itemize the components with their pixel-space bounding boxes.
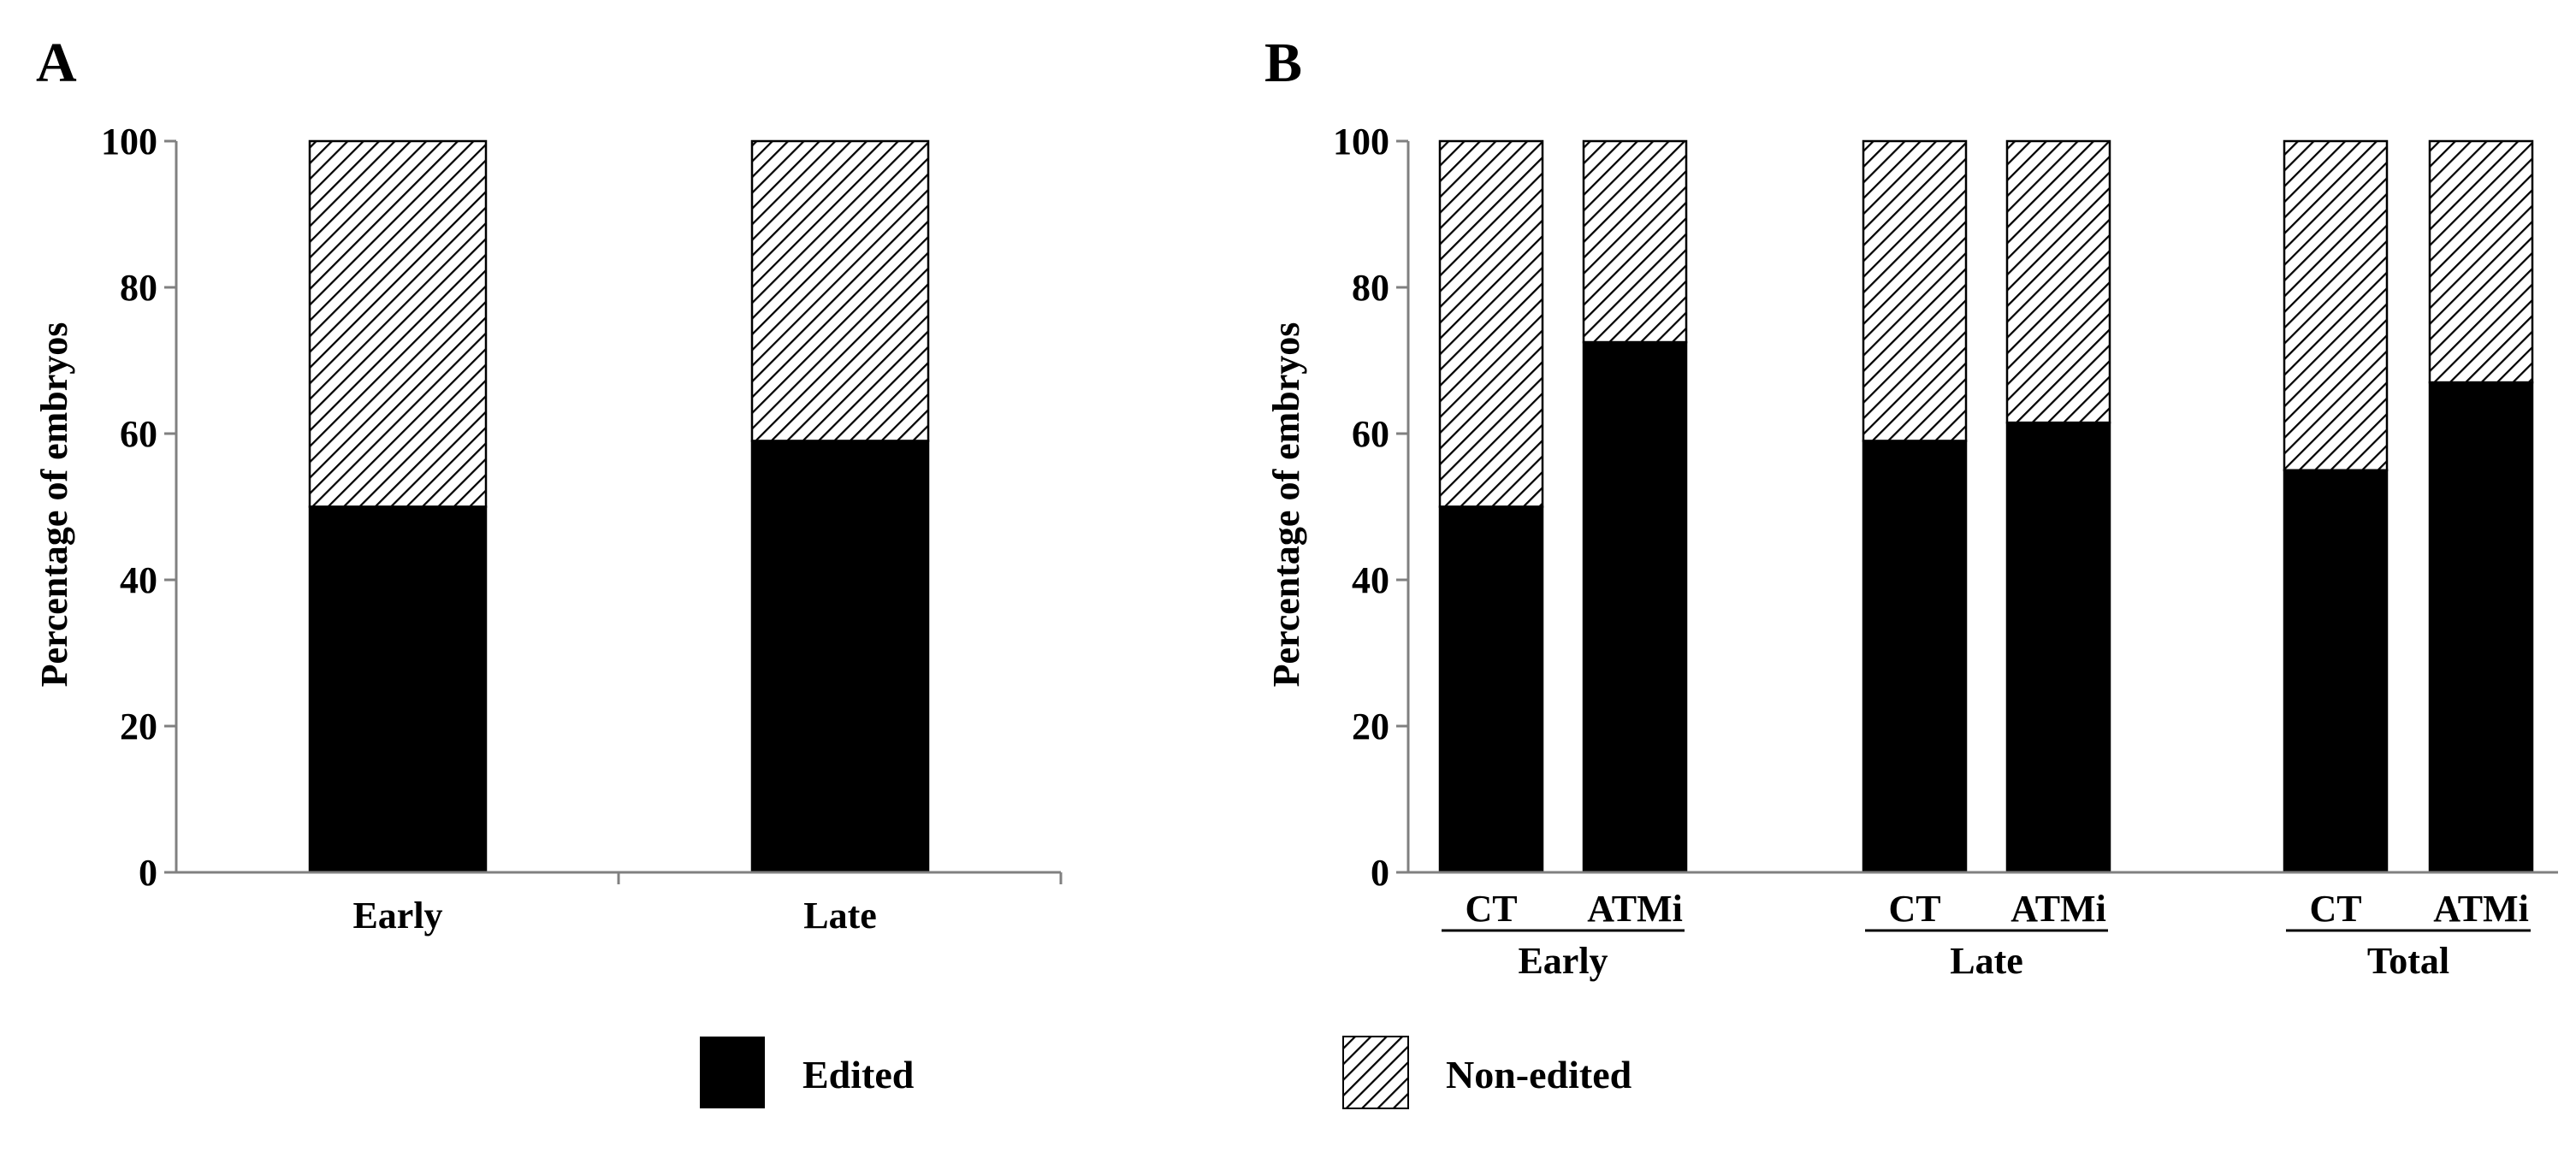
bar-segment-non-edited [2005,139,2111,424]
y-tick-label: 60 [120,413,157,455]
bar-late [750,139,930,874]
x-group-label: Late [1950,940,2023,982]
y-tick-label: 100 [101,121,157,162]
bar-late-atmi [2005,139,2111,874]
x-group-label: Total [2367,940,2449,982]
bar-total-ct [2283,139,2389,874]
bar-segment-edited [2005,421,2111,874]
bar-late-ct [1862,139,1968,874]
y-tick-label: 80 [1352,267,1389,309]
bar-early-atmi [1582,139,1688,874]
legend-swatch-edited [700,1037,765,1108]
bar-segment-edited [1438,505,1544,874]
bar-segment-edited [750,440,930,874]
legend-label-non-edited: Non-edited [1446,1053,1632,1096]
bar-segment-edited [2428,381,2534,874]
panel-a-category-labels: Early Late [352,895,876,936]
x-category-label: CT [2309,888,2361,930]
legend-swatch-non-edited [1342,1036,1409,1109]
bar-early [308,139,488,874]
y-tick-label: 80 [120,267,157,309]
panel-b-label: B [1264,32,1302,94]
panel-b-axes [1406,141,2558,874]
bar-segment-non-edited [1582,139,1688,344]
x-category-label: ATMi [1587,888,1683,930]
bar-segment-non-edited [308,139,488,508]
panel-a-y-ticks: 0 20 40 60 80 100 [101,121,176,894]
bar-segment-non-edited [750,139,930,442]
bar-segment-edited [308,505,488,874]
panel-a-bars [308,139,930,874]
bar-group-early [1438,139,1688,874]
x-category-label: Early [352,895,442,936]
bar-segment-non-edited [1862,139,1968,442]
bar-group-late [1862,139,2111,874]
bar-segment-edited [2283,469,2389,874]
bar-early-ct [1438,139,1544,874]
x-category-label: CT [1888,888,1940,930]
legend: Edited Non-edited [700,1036,1632,1109]
panel-b: B Percentage of embryos 0 20 40 60 80 100 CT A… [1264,32,2558,982]
legend-label-edited: Edited [802,1053,915,1096]
panel-b-y-axis-title: Percentage of embryos [1265,322,1307,688]
y-tick-label: 60 [1352,413,1389,455]
panel-a: A Percentage of embryos 0 20 40 60 80 100 Ear… [33,32,1063,936]
panel-b-y-ticks: 0 20 40 60 80 100 [1333,121,1408,894]
x-group-label: Early [1518,940,1608,982]
y-tick-label: 40 [120,559,157,601]
panel-a-label: A [36,32,77,94]
bar-segment-non-edited [2428,139,2534,384]
panel-a-y-axis-title: Percentage of embryos [33,322,75,688]
panel-a-axes [175,141,1063,884]
y-tick-label: 0 [1371,852,1389,894]
y-tick-label: 40 [1352,559,1389,601]
bar-total-atmi [2428,139,2534,874]
y-tick-label: 20 [1352,706,1389,747]
bar-segment-non-edited [2283,139,2389,471]
bar-segment-edited [1862,440,1968,874]
bar-segment-edited [1582,340,1688,874]
y-tick-label: 100 [1333,121,1389,162]
x-category-label: ATMi [2010,888,2106,930]
x-category-label: ATMi [2433,888,2529,930]
bar-segment-non-edited [1438,139,1544,508]
x-category-label: Late [803,895,877,936]
panel-b-bars [1438,139,2534,874]
y-tick-label: 0 [139,852,157,894]
y-tick-label: 20 [120,706,157,747]
x-category-label: CT [1465,888,1517,930]
bar-group-total [2283,139,2534,874]
